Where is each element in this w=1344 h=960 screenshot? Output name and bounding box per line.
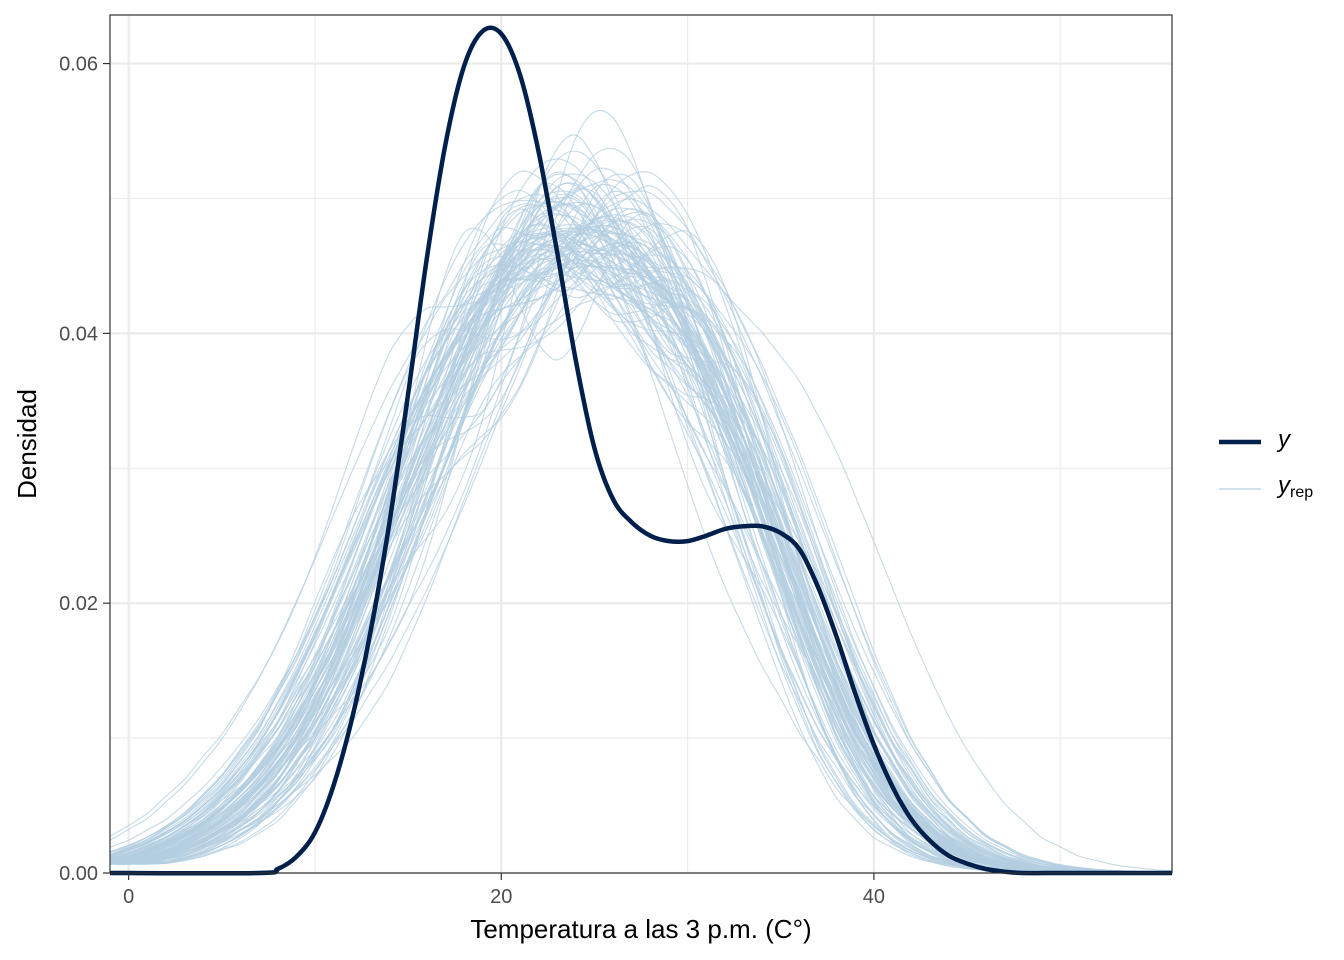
x-tick-label: 0: [123, 886, 134, 908]
x-axis-ticks: 0 20 40: [123, 873, 885, 908]
replicated-curve: [109, 207, 1173, 874]
y-tick-label: 0.02: [59, 593, 98, 615]
replicated-curve: [109, 235, 1172, 874]
replicated-curve: [109, 219, 1172, 874]
y-axis-ticks: 0.00 0.02 0.04 0.06: [59, 54, 110, 885]
replicated-curve: [109, 171, 1173, 874]
x-axis-title: Temperatura a las 3 p.m. (C°): [470, 914, 811, 944]
legend-label-replicated: y: [1276, 472, 1292, 499]
legend-label-replicated-subscript: rep: [1290, 484, 1313, 501]
y-tick-label: 0.04: [59, 323, 98, 345]
observed-curve: [109, 25, 1172, 876]
observed-density-curve: [109, 25, 1172, 876]
replicated-curve: [109, 245, 1172, 874]
legend-label-observed: y: [1276, 426, 1292, 453]
legend: y y rep: [1219, 426, 1313, 501]
y-axis-title: Densidad: [12, 389, 42, 499]
replicated-curve: [109, 203, 1173, 874]
replicated-curve: [109, 203, 1172, 874]
replicated-curve: [109, 182, 1173, 874]
y-tick-label: 0.06: [59, 54, 98, 76]
x-tick-label: 20: [490, 886, 512, 908]
replicated-curve: [110, 198, 1173, 872]
replicated-curve: [109, 214, 1172, 874]
x-tick-label: 40: [863, 886, 885, 908]
y-tick-label: 0.00: [59, 863, 98, 885]
replicated-curve: [109, 171, 1172, 874]
panel-border: [109, 14, 1173, 874]
